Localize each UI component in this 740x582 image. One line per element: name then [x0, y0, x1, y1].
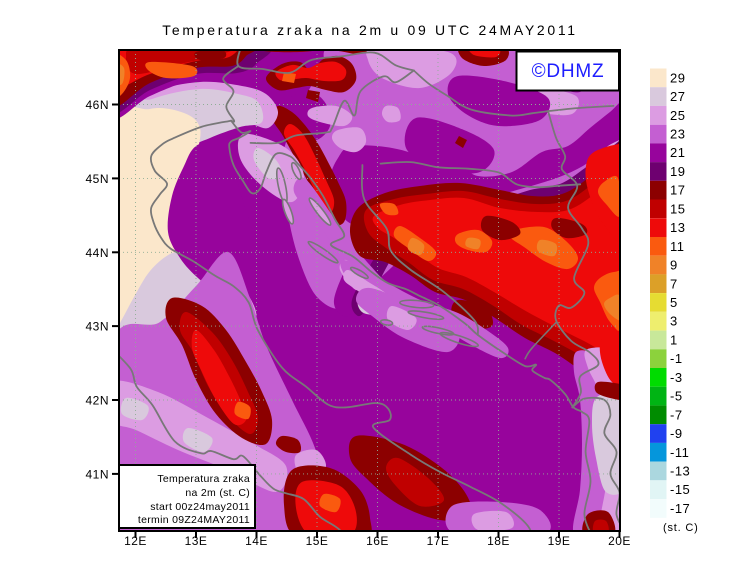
svg-text:25: 25: [670, 108, 685, 123]
svg-text:41N: 41N: [85, 467, 109, 481]
svg-text:13E: 13E: [185, 534, 208, 548]
svg-text:-1: -1: [670, 351, 683, 366]
svg-text:-9: -9: [670, 426, 683, 441]
svg-text:11: 11: [670, 239, 685, 254]
svg-text:9: 9: [670, 258, 678, 273]
svg-text:45N: 45N: [85, 172, 109, 186]
svg-text:Temperatura zraka na 2m u 09 U: Temperatura zraka na 2m u 09 UTC 24MAY20…: [162, 22, 578, 38]
svg-text:-17: -17: [670, 501, 690, 516]
svg-text:16E: 16E: [366, 534, 389, 548]
svg-text:46N: 46N: [85, 98, 109, 112]
svg-text:17E: 17E: [427, 534, 450, 548]
svg-text:©DHMZ: ©DHMZ: [532, 61, 605, 82]
svg-text:21: 21: [670, 145, 685, 160]
svg-text:15: 15: [670, 201, 685, 216]
svg-text:17: 17: [670, 183, 685, 198]
svg-text:27: 27: [670, 89, 685, 104]
svg-text:42N: 42N: [85, 394, 109, 408]
svg-text:(st. C): (st. C): [663, 522, 699, 534]
svg-text:termin 09Z24MAY2011: termin 09Z24MAY2011: [138, 514, 250, 526]
svg-text:5: 5: [670, 295, 678, 310]
svg-text:Temperatura zraka: Temperatura zraka: [157, 473, 250, 485]
svg-text:20E: 20E: [608, 534, 631, 548]
svg-text:1: 1: [670, 332, 678, 347]
svg-text:19E: 19E: [548, 534, 571, 548]
svg-text:44N: 44N: [85, 246, 109, 260]
svg-text:14E: 14E: [245, 534, 268, 548]
svg-text:29: 29: [670, 70, 685, 85]
svg-text:7: 7: [670, 276, 678, 291]
svg-text:3: 3: [670, 314, 678, 329]
svg-text:18E: 18E: [487, 534, 510, 548]
svg-text:19: 19: [670, 164, 685, 179]
svg-text:-13: -13: [670, 464, 690, 479]
svg-text:43N: 43N: [85, 320, 109, 334]
svg-text:-15: -15: [670, 482, 690, 497]
svg-text:23: 23: [670, 127, 685, 142]
svg-text:na 2m (st. C): na 2m (st. C): [185, 487, 250, 499]
svg-text:start 00z24may2011: start 00z24may2011: [150, 501, 250, 513]
svg-text:12E: 12E: [124, 534, 147, 548]
svg-text:13: 13: [670, 220, 685, 235]
svg-text:15E: 15E: [306, 534, 329, 548]
svg-text:-5: -5: [670, 389, 683, 404]
svg-text:-3: -3: [670, 370, 683, 385]
svg-text:-11: -11: [670, 445, 689, 460]
svg-text:-7: -7: [670, 407, 683, 422]
